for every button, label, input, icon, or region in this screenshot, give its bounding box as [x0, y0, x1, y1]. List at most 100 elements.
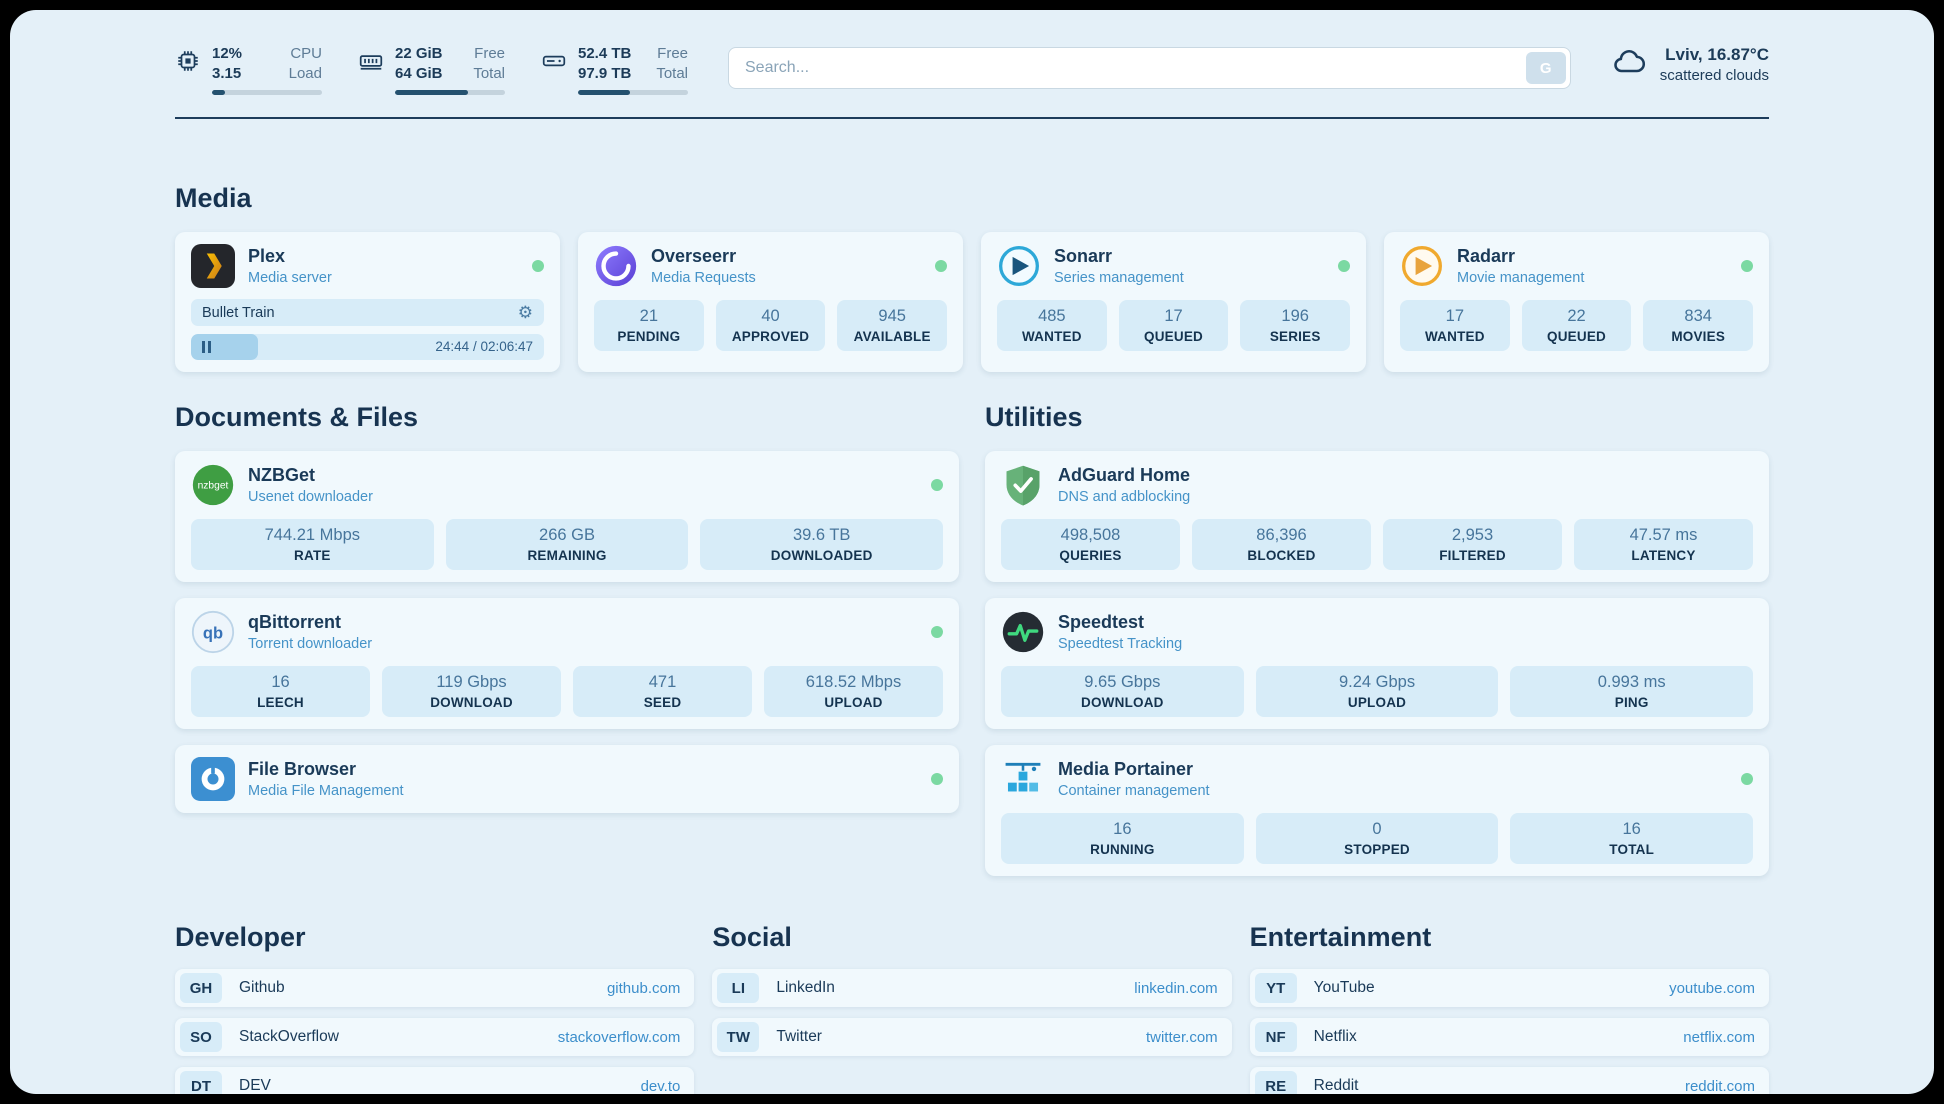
svg-text:nzbget: nzbget [198, 481, 229, 492]
app-card-qbittorrent[interactable]: qb qBittorrent Torrent downloader 16 LEEC… [175, 598, 959, 729]
app-name: NZBGet [248, 465, 315, 485]
bookmark-abbr: DT [180, 1071, 222, 1094]
cpu-usage-value: 12% [212, 45, 243, 62]
bookmark-url[interactable]: netflix.com [1683, 1028, 1755, 1046]
bookmark-netflix[interactable]: NF Netflix netflix.com [1249, 1018, 1769, 1056]
qbittorrent-icon: qb [191, 610, 235, 654]
bookmark-name: LinkedIn [776, 979, 835, 996]
stat-wanted: 485 WANTED [997, 300, 1107, 351]
stat-queries: 498,508 QUERIES [1001, 519, 1180, 570]
cloud-icon [1611, 44, 1647, 85]
bookmark-url[interactable]: youtube.com [1669, 979, 1755, 997]
disk-free-value: 52.4 TB [578, 45, 632, 62]
bookmark-abbr: GH [180, 973, 222, 1003]
app-card-speedtest[interactable]: Speedtest Speedtest Tracking 9.65 Gbps DO… [985, 598, 1769, 729]
ram-label-2: Total [473, 64, 505, 82]
bookmark-url[interactable]: reddit.com [1684, 1077, 1755, 1095]
app-card-nzbget[interactable]: nzbget NZBGet Usenet downloader 744.21 M… [175, 451, 959, 582]
stat-pending: 21 PENDING [594, 300, 704, 351]
bookmark-url[interactable]: github.com [606, 979, 681, 997]
plex-now-playing: Bullet Train ⚙ 24:44 / 02:06:47 [191, 299, 544, 360]
section-utilities: Utilities AdGuard Home DNS and adblockin… [985, 402, 1769, 876]
bookmark-name: YouTube [1313, 979, 1375, 996]
ram-icon [358, 44, 384, 79]
app-subtitle: Torrent downloader [248, 636, 373, 652]
app-name: qBittorrent [248, 612, 341, 632]
entertainment-section-title: Entertainment [1249, 922, 1432, 952]
app-card-overseerr[interactable]: Overseerr Media Requests 21 PENDING 40 APP… [578, 232, 963, 372]
social-section-title: Social [712, 922, 792, 952]
app-name: AdGuard Home [1058, 465, 1191, 485]
bookmark-abbr: SO [180, 1022, 222, 1052]
weather-condition: scattered clouds [1659, 67, 1769, 84]
stat-latency: 47.57 ms LATENCY [1574, 519, 1753, 570]
search-input[interactable] [728, 47, 1571, 89]
bookmark-abbr: TW [717, 1022, 760, 1052]
status-dot [931, 479, 943, 491]
app-subtitle: Movie management [1457, 270, 1585, 286]
bookmark-url[interactable]: dev.to [640, 1077, 681, 1095]
bookmark-youtube[interactable]: YT YouTube youtube.com [1249, 969, 1769, 1007]
status-dot [532, 260, 544, 272]
cpu-widget: 12% CPU 3.15 Load [175, 44, 322, 95]
stat-rate: 744.21 Mbps RATE [191, 519, 434, 570]
dashboard-panel: 12% CPU 3.15 Load 22 GiB Free 64 Gi [10, 10, 1934, 1094]
bookmark-name: Twitter [776, 1028, 822, 1045]
bookmark-url[interactable]: linkedin.com [1134, 979, 1218, 997]
bookmark-url[interactable]: stackoverflow.com [557, 1028, 681, 1046]
bookmark-url[interactable]: twitter.com [1145, 1028, 1218, 1046]
bookmark-github[interactable]: GH Github github.com [175, 969, 695, 1007]
gear-icon[interactable]: ⚙ [517, 303, 533, 322]
bookmark-dev[interactable]: DT DEV dev.to [175, 1067, 695, 1095]
app-name: Overseerr [651, 246, 737, 266]
bookmark-abbr: NF [1254, 1022, 1297, 1052]
pause-icon[interactable] [202, 341, 211, 353]
stat-ping: 0.993 ms PING [1510, 666, 1754, 717]
bookmark-twitter[interactable]: TW Twitter twitter.com [712, 1018, 1232, 1056]
playback-time: 24:44 / 02:06:47 [435, 339, 533, 354]
app-name: Radarr [1457, 246, 1516, 266]
playback-progress-bar[interactable]: 24:44 / 02:06:47 [191, 334, 544, 360]
search-engine-button[interactable]: G [1525, 52, 1566, 84]
overseerr-icon [594, 244, 638, 288]
stat-wanted: 17 WANTED [1400, 300, 1510, 351]
cpu-icon [175, 44, 201, 79]
topbar-divider [175, 117, 1769, 119]
plex-icon [191, 244, 235, 288]
stat-queued: 22 QUEUED [1521, 300, 1632, 351]
svg-text:qb: qb [203, 624, 223, 642]
cpu-label-2: Load [288, 64, 322, 82]
app-card-portainer[interactable]: Media Portainer Container management 16 R… [985, 745, 1769, 876]
bookmark-linkedin[interactable]: LI LinkedIn linkedin.com [712, 969, 1232, 1007]
disk-progress-bar [578, 90, 688, 95]
bookmark-name: Reddit [1313, 1077, 1359, 1094]
disk-icon [541, 44, 567, 79]
bookmark-reddit[interactable]: RE Reddit reddit.com [1249, 1067, 1769, 1095]
disk-total-value: 97.9 TB [578, 64, 632, 82]
ram-free-value: 22 GiB [395, 45, 443, 62]
filebrowser-icon [191, 757, 235, 801]
stat-approved: 40 APPROVED [715, 300, 826, 351]
app-card-radarr[interactable]: Radarr Movie management 17 WANTED 22 QUEUE… [1384, 232, 1769, 372]
utilities-section-title: Utilities [985, 402, 1083, 432]
topbar: 12% CPU 3.15 Load 22 GiB Free 64 Gi [175, 44, 1769, 95]
status-dot [1741, 260, 1753, 272]
ram-widget: 22 GiB Free 64 GiB Total [358, 44, 505, 95]
adguard-icon [1001, 463, 1045, 507]
app-card-filebrowser[interactable]: File Browser Media File Management [175, 745, 959, 813]
app-card-plex[interactable]: Plex Media server Bullet Train ⚙ [175, 232, 560, 372]
app-card-sonarr[interactable]: Sonarr Series management 485 WANTED 17 QUE… [981, 232, 1366, 372]
app-card-adguard[interactable]: AdGuard Home DNS and adblocking 498,508 Q… [985, 451, 1769, 582]
bookmarks-developer: Developer GH Github github.com SO StackO… [175, 922, 695, 1095]
app-name: Speedtest [1058, 612, 1145, 632]
documents-section-title: Documents & Files [175, 402, 419, 432]
nzbget-icon: nzbget [191, 463, 235, 507]
bookmark-stackoverflow[interactable]: SO StackOverflow stackoverflow.com [175, 1018, 695, 1056]
status-dot [931, 626, 943, 638]
stat-stopped: 0 STOPPED [1255, 813, 1499, 864]
stat-remaining: 266 GB REMAINING [445, 519, 689, 570]
stat-upload: 9.24 Gbps UPLOAD [1255, 666, 1499, 717]
app-subtitle: Media File Management [248, 783, 404, 799]
ram-progress-bar [395, 90, 505, 95]
stat-blocked: 86,396 BLOCKED [1192, 519, 1371, 570]
